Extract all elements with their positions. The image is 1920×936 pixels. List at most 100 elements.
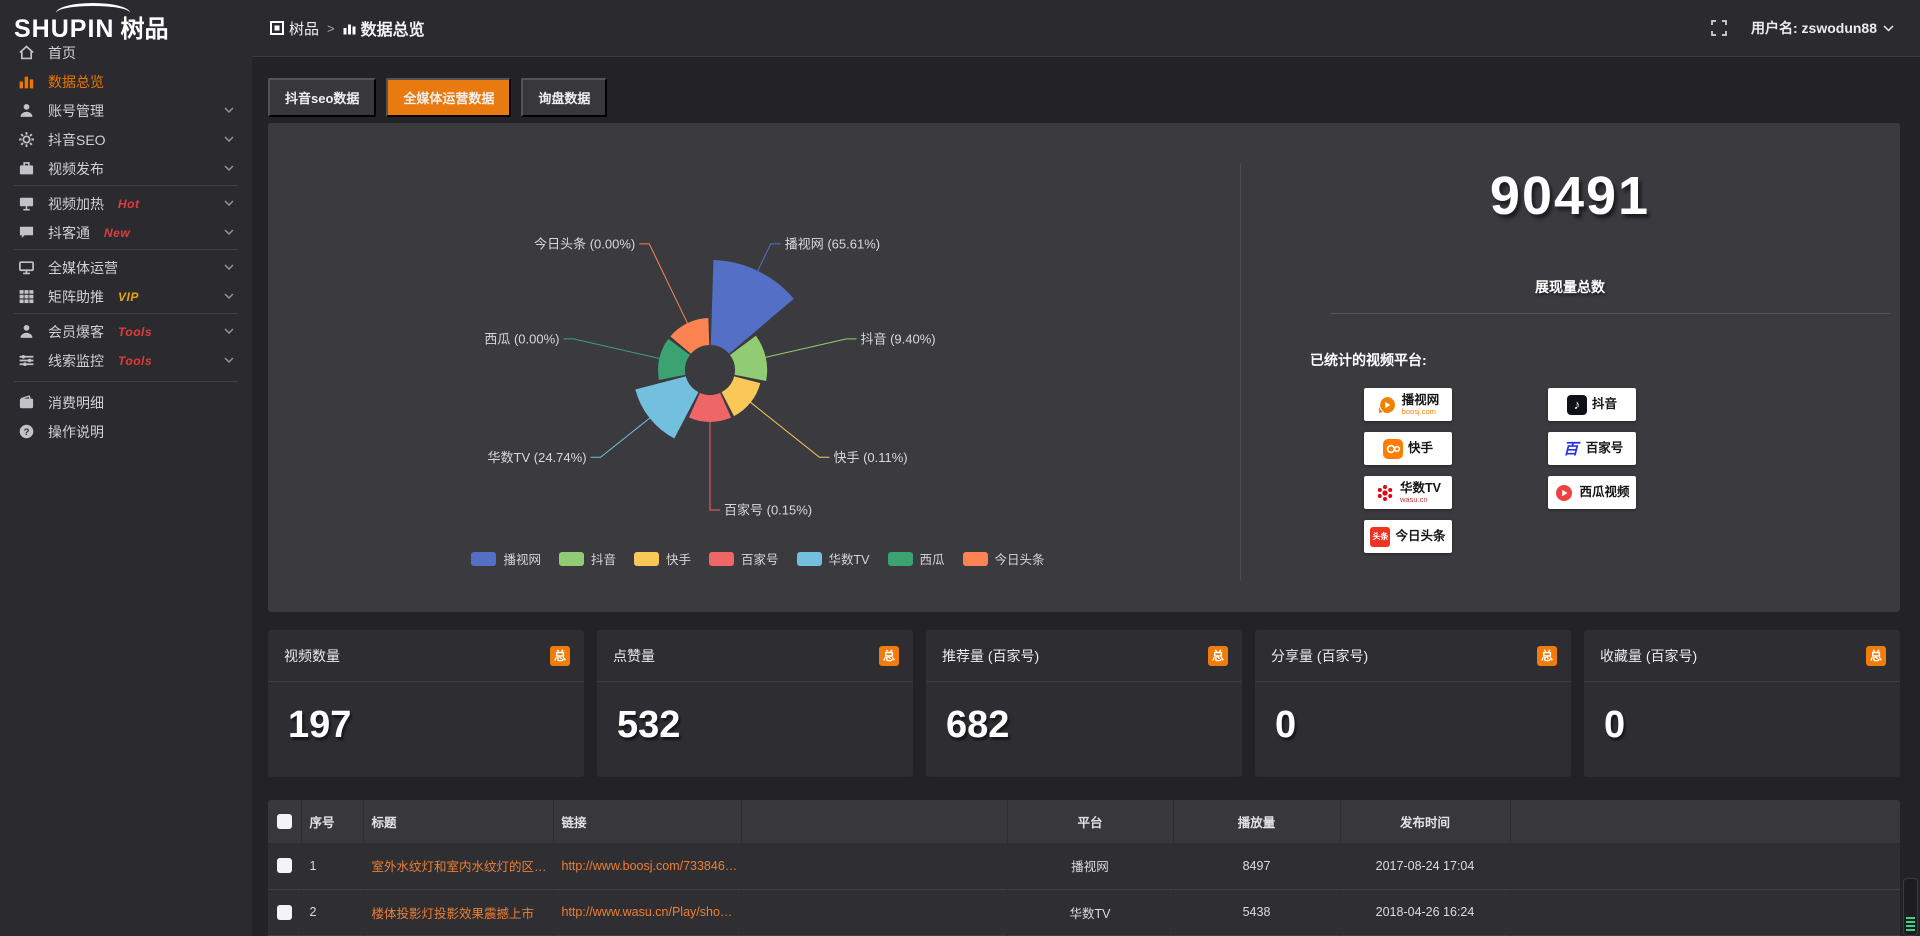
row-checkbox[interactable] (276, 904, 292, 920)
row-index: 1 (301, 843, 364, 889)
row-spacer (1510, 888, 1900, 935)
summary-divider (1330, 313, 1890, 314)
legend-item[interactable]: 华数TV (796, 549, 870, 568)
shupin-mark-icon (270, 21, 284, 35)
user-menu[interactable]: 用户名: zswodun88 (1751, 18, 1894, 38)
fullscreen-icon (1711, 20, 1727, 36)
stat-card-video-count: 视频数量 总 197 (268, 630, 584, 777)
legend-item[interactable]: 百家号 (709, 549, 779, 568)
tab-omnimedia-operation-data[interactable]: 全媒体运营数据 (386, 78, 512, 117)
legend-item[interactable]: 抖音 (558, 549, 616, 568)
sidebar-item-label: 数据总览 (48, 73, 104, 90)
pie-slice-1[interactable] (710, 260, 794, 354)
sidebar-item-douyin-seo[interactable]: 抖音SEO (0, 125, 252, 154)
legend-item[interactable]: 今日头条 (962, 549, 1045, 568)
sidebar-item-douketong[interactable]: 抖客通 New (0, 218, 252, 247)
chevron-down-icon (224, 229, 234, 235)
sidebar-item-label: 抖音SEO (48, 131, 106, 148)
total-badge[interactable]: 总 (1866, 645, 1886, 666)
pie-slice-2[interactable] (730, 335, 768, 381)
new-badge: New (104, 225, 131, 240)
data-tabs: 抖音seo数据 全媒体运营数据 询盘数据 (268, 78, 608, 117)
sidebar-item-label: 全媒体运营 (48, 259, 118, 276)
legend-item[interactable]: 播视网 (471, 549, 541, 568)
toutiao-logo-icon: 头条 (1370, 526, 1391, 547)
video-title-link[interactable]: 室外水纹灯和室内水纹灯的区别和简介 (363, 843, 554, 889)
rose-chart: 播视网 (65.61%) 抖音 (9.40%) 快手 (0.11%) 百家号 (0.1… (268, 123, 1248, 593)
row-publish-time: 2018-04-26 16:24 (1340, 888, 1511, 935)
sidebar-item-lead-monitoring[interactable]: 线索监控 Tools (0, 346, 252, 375)
tab-inquiry-data[interactable]: 询盘数据 (521, 78, 608, 117)
pie-label-line (749, 401, 830, 458)
sidebar-item-member-baoke[interactable]: 会员爆客 Tools (0, 317, 252, 346)
pie-label: 抖音 (9.40%) (860, 331, 935, 346)
video-url-link[interactable]: http://www.wasu.cn/Play/show/id/952... (553, 888, 742, 935)
pie-slice-3[interactable] (721, 376, 761, 417)
svg-text:?: ? (24, 427, 30, 438)
video-url-link[interactable]: http://www.boosj.com/7338468.html (553, 843, 742, 889)
breadcrumb-separator: > (327, 20, 335, 36)
summary-panel: 90491 展现量总数 已统计的视频平台: 播视网 boosj.com 快手 (1240, 123, 1900, 612)
pie-label-line (756, 243, 781, 273)
pie-slice-7[interactable] (670, 318, 710, 354)
app-logo[interactable]: SHUPIN 树品 (0, 0, 252, 43)
sidebar-item-data-overview[interactable]: 数据总览 (0, 67, 252, 96)
fullscreen-button[interactable] (1711, 20, 1727, 36)
floating-widget-stripes (1906, 917, 1915, 931)
row-plays: 8497 (1173, 843, 1341, 889)
sidebar: SHUPIN 树品 首页 数据总览 账号管理 抖音SEO 视频发布 (0, 0, 252, 936)
sidebar-divider (14, 185, 238, 186)
sidebar-item-video-heating[interactable]: 视频加热 Hot (0, 189, 252, 218)
baijiahao-logo-icon: 百 (1563, 441, 1579, 458)
row-index: 2 (301, 888, 364, 935)
video-table: 序号 标题 链接 平台 播放量 发布时间 1 室外水纹灯和室内水纹灯的区别和简介… (268, 800, 1900, 936)
pie-label: 快手 (0.11%) (833, 450, 907, 465)
pie-slice-5[interactable] (635, 376, 699, 439)
total-badge[interactable]: 总 (550, 645, 570, 666)
breadcrumb-root[interactable]: 树品 (270, 18, 319, 39)
col-header-publish-time: 发布时间 (1340, 800, 1511, 843)
row-checkbox[interactable] (276, 858, 292, 874)
breadcrumb-current[interactable]: 数据总览 (343, 16, 425, 40)
sidebar-item-consumption-details[interactable]: 消费明细 (0, 388, 252, 417)
sidebar-divider (14, 313, 238, 314)
total-badge[interactable]: 总 (1208, 645, 1228, 666)
sidebar-item-home[interactable]: 首页 (0, 38, 252, 67)
main-content: 抖音seo数据 全媒体运营数据 询盘数据 播视网 (65.61%) 抖音 (9.4… (252, 57, 1920, 936)
legend-item[interactable]: 西瓜 (887, 549, 945, 568)
table-row: 1 室外水纹灯和室内水纹灯的区别和简介 http://www.boosj.com… (268, 843, 1900, 889)
stat-card-favorites: 收藏量 (百家号) 总 0 (1584, 630, 1900, 777)
platform-badge-wasu: 华数TV wasu.cn (1364, 476, 1452, 509)
total-impressions-value: 90491 (1489, 166, 1651, 226)
pie-label: 西瓜 (0.00%) (484, 331, 559, 346)
user-icon (20, 104, 33, 117)
legend-swatch (709, 551, 734, 566)
home-icon (19, 45, 34, 60)
stat-card-value: 682 (946, 704, 1010, 746)
stat-card-shares: 分享量 (百家号) 总 0 (1255, 630, 1571, 777)
platforms-title: 已统计的视频平台: (1310, 352, 1427, 368)
chevron-down-icon (224, 107, 234, 113)
douyin-logo-icon: ♪ (1566, 394, 1587, 415)
sidebar-item-account-management[interactable]: 账号管理 (0, 96, 252, 125)
total-badge[interactable]: 总 (1537, 645, 1557, 666)
row-spacer (1510, 843, 1900, 889)
sidebar-item-operation-guide[interactable]: ? 操作说明 (0, 417, 252, 446)
sidebar-item-omnimedia-operation[interactable]: 全媒体运营 (0, 253, 252, 282)
pie-label-line (563, 338, 661, 360)
sidebar-item-label: 矩阵助推 (48, 288, 104, 305)
legend-item[interactable]: 快手 (633, 549, 691, 568)
breadcrumb: 树品 > 数据总览 (270, 16, 425, 40)
tab-douyin-seo-data[interactable]: 抖音seo数据 (268, 78, 377, 117)
sidebar-item-video-publish[interactable]: 视频发布 (0, 154, 252, 183)
chevron-down-icon (224, 328, 234, 334)
sidebar-item-matrix-boost[interactable]: 矩阵助推 VIP (0, 282, 252, 311)
total-badge[interactable]: 总 (879, 645, 899, 666)
select-all-checkbox[interactable] (276, 814, 292, 830)
pie-slice-6[interactable] (658, 338, 690, 380)
col-header-spacer (741, 800, 1008, 843)
pie-slice-4[interactable] (688, 392, 732, 422)
video-title-link[interactable]: 楼体投影灯投影效果震撼上市 (363, 888, 554, 935)
display-icon (19, 261, 34, 275)
floating-widget[interactable] (1903, 878, 1918, 936)
